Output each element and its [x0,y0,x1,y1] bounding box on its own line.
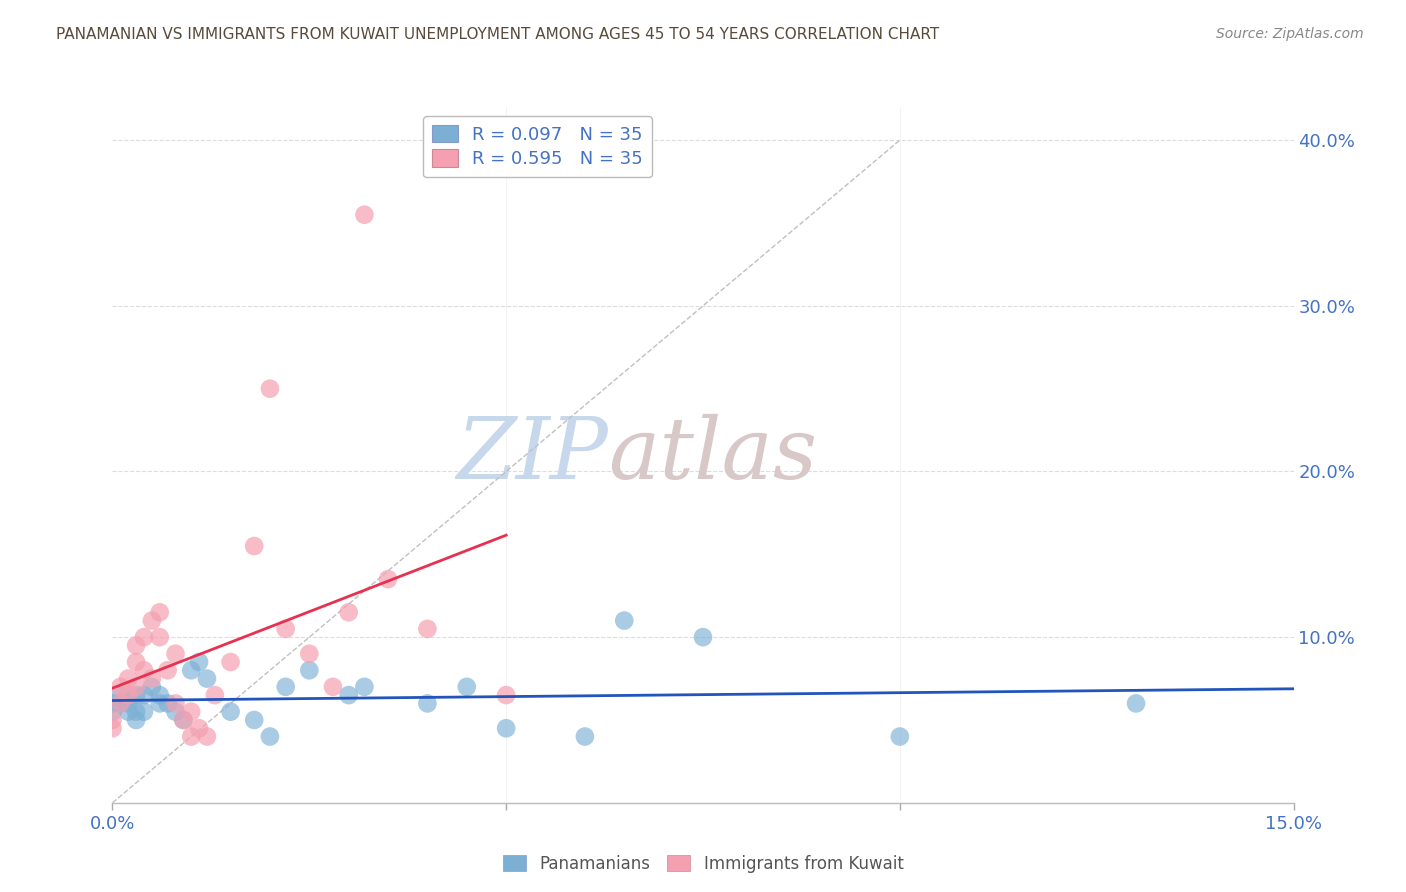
Point [188,721,211,735]
Point [117,697,139,711]
Point [259,382,281,396]
Point [495,721,517,735]
Point [110,697,132,711]
Point [101,713,124,727]
Point [416,622,439,636]
Legend: R = 0.097   N = 35, R = 0.595   N = 35: R = 0.097 N = 35, R = 0.595 N = 35 [423,116,652,178]
Point [165,647,187,661]
Point [274,622,297,636]
Point [117,672,139,686]
Text: atlas: atlas [609,414,818,496]
Point [377,572,399,586]
Point [1125,697,1147,711]
Point [172,713,194,727]
Point [141,672,163,686]
Point [125,713,148,727]
Point [165,697,187,711]
Point [156,663,179,677]
Point [180,663,202,677]
Text: ZIP: ZIP [457,414,609,496]
Point [322,680,344,694]
Point [180,730,202,744]
Point [353,680,375,694]
Point [125,688,148,702]
Point [125,639,148,653]
Point [188,655,211,669]
Point [110,697,132,711]
Point [243,539,266,553]
Point [149,688,172,702]
Text: PANAMANIAN VS IMMIGRANTS FROM KUWAIT UNEMPLOYMENT AMONG AGES 45 TO 54 YEARS CORR: PANAMANIAN VS IMMIGRANTS FROM KUWAIT UNE… [56,27,939,42]
Point [117,705,139,719]
Point [259,730,281,744]
Point [149,605,172,619]
Point [132,688,155,702]
Point [132,705,155,719]
Point [195,672,218,686]
Point [204,688,226,702]
Point [141,614,163,628]
Point [110,680,132,694]
Point [219,705,242,719]
Point [495,688,517,702]
Point [132,663,155,677]
Point [149,697,172,711]
Point [125,680,148,694]
Point [353,208,375,222]
Point [337,605,360,619]
Point [117,688,139,702]
Point [274,680,297,694]
Point [101,721,124,735]
Point [456,680,478,694]
Point [574,730,596,744]
Point [243,713,266,727]
Point [613,614,636,628]
Point [195,730,218,744]
Point [156,697,179,711]
Point [298,663,321,677]
Point [416,697,439,711]
Point [219,655,242,669]
Point [298,647,321,661]
Point [101,705,124,719]
Text: Source: ZipAtlas.com: Source: ZipAtlas.com [1216,27,1364,41]
Point [165,705,187,719]
Point [125,705,148,719]
Legend: Panamanians, Immigrants from Kuwait: Panamanians, Immigrants from Kuwait [496,848,910,880]
Point [149,630,172,644]
Point [125,655,148,669]
Point [692,630,714,644]
Point [180,705,202,719]
Point [337,688,360,702]
Point [172,713,194,727]
Point [141,680,163,694]
Point [101,697,124,711]
Point [889,730,911,744]
Point [132,630,155,644]
Point [110,688,132,702]
